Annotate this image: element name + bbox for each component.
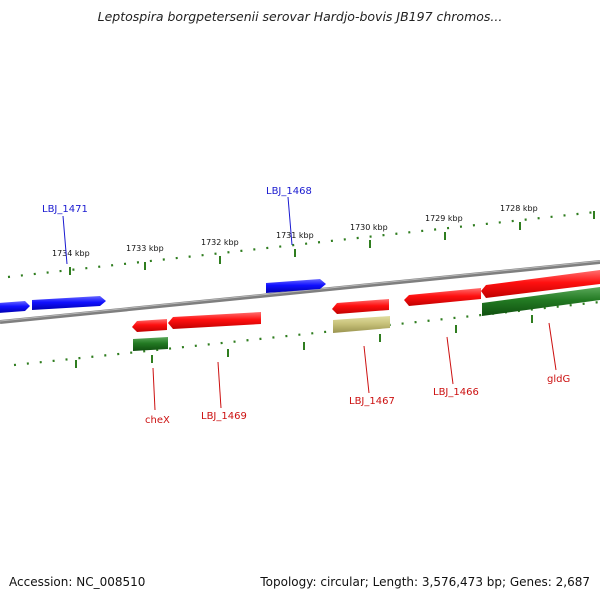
tick-label: 1734 kbp bbox=[52, 249, 90, 258]
tick-label: 1731 kbp bbox=[276, 231, 314, 240]
gene-arrow-lbj1467[interactable] bbox=[332, 299, 389, 314]
gene-arrow-lbj1466[interactable] bbox=[404, 288, 481, 306]
gene-label-gldg[interactable]: gldG bbox=[547, 374, 570, 385]
map-title: Leptospira borgpetersenii serovar Hardjo… bbox=[97, 9, 503, 24]
upper-tick-ring bbox=[7, 210, 597, 279]
chromosome-backbone bbox=[0, 260, 600, 324]
tick-label: 1732 kbp bbox=[201, 238, 239, 247]
genome-summary-text: Topology: circular; Length: 3,576,473 bp… bbox=[260, 575, 590, 589]
label-leaders bbox=[62, 196, 557, 411]
tick-label: 1730 kbp bbox=[350, 223, 388, 232]
gene-arrow-lbj1469[interactable] bbox=[168, 312, 261, 329]
lower-major-ticks bbox=[75, 315, 533, 368]
gene-arrow[interactable] bbox=[0, 301, 30, 313]
feature-green[interactable] bbox=[482, 287, 600, 316]
upper-major-ticks bbox=[69, 211, 595, 275]
tick-label: 1733 kbp bbox=[126, 244, 164, 253]
feature-khaki[interactable] bbox=[333, 316, 390, 333]
tick-label: 1728 kbp bbox=[500, 204, 538, 213]
gene-arrow-lbj1471[interactable] bbox=[32, 296, 106, 310]
gene-arrow-gldg[interactable] bbox=[481, 270, 600, 298]
gene-label-lbj1471[interactable]: LBJ_1471 bbox=[42, 204, 88, 215]
gene-label-lbj1468[interactable]: LBJ_1468 bbox=[266, 186, 312, 197]
gene-label-lbj1466[interactable]: LBJ_1466 bbox=[433, 387, 479, 398]
gene-label-lbj1469[interactable]: LBJ_1469 bbox=[201, 411, 247, 422]
gene-arrow-lbj1468[interactable] bbox=[266, 279, 326, 293]
gene-label-chex[interactable]: cheX bbox=[145, 415, 170, 426]
feature-green[interactable] bbox=[133, 337, 168, 351]
gene-label-lbj1467[interactable]: LBJ_1467 bbox=[349, 396, 395, 407]
accession-text: Accession: NC_008510 bbox=[9, 575, 146, 589]
tick-label: 1729 kbp bbox=[425, 214, 463, 223]
gene-arrow-chex[interactable] bbox=[132, 319, 167, 332]
